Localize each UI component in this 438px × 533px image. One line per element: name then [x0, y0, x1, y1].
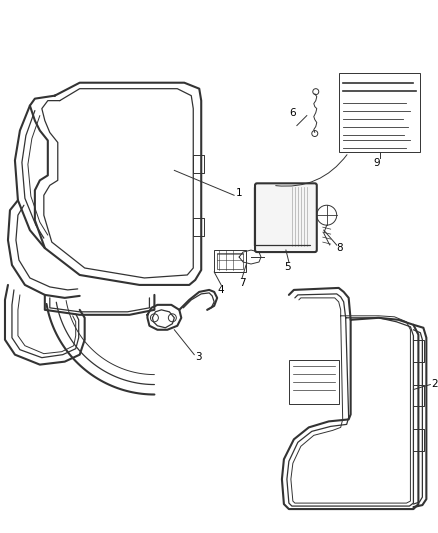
Bar	[339, 72, 420, 152]
Text: 6: 6	[289, 108, 296, 118]
FancyBboxPatch shape	[255, 183, 317, 252]
Text: 8: 8	[337, 243, 343, 253]
Bar	[217, 253, 243, 269]
Text: 5: 5	[284, 262, 290, 272]
Text: 4: 4	[217, 285, 224, 295]
Bar	[289, 360, 339, 405]
Text: 9: 9	[374, 158, 380, 168]
Text: 1: 1	[236, 188, 243, 198]
Bar	[214, 250, 246, 272]
Text: 3: 3	[195, 352, 202, 362]
Text: 7: 7	[239, 278, 246, 288]
Text: 2: 2	[431, 378, 438, 389]
FancyArrowPatch shape	[276, 155, 347, 186]
